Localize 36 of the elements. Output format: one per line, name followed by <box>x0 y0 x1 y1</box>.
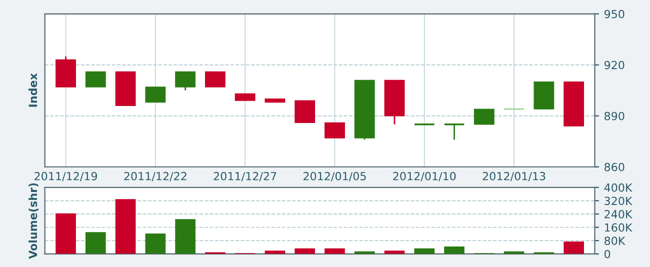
bar <box>414 248 435 254</box>
y-tick-label: 890 <box>604 112 624 120</box>
y-tick-label: 240K <box>604 210 633 218</box>
x-tick-label: 2012/01/05 <box>304 172 366 182</box>
bar <box>324 248 345 254</box>
candlestick <box>145 86 166 103</box>
x-tick-label: 2012/01/13 <box>482 172 546 182</box>
x-tick-label: 2011/12/19 <box>34 172 98 182</box>
bar <box>294 248 316 254</box>
bar <box>444 246 464 254</box>
candlestick <box>85 71 106 88</box>
candlestick <box>175 70 196 92</box>
x-tick-label: 2012/01/10 <box>393 172 456 182</box>
y-tick-label: 160K <box>605 223 633 232</box>
y-tick-label: 320K <box>604 196 633 206</box>
y-tick-label: 920 <box>604 60 624 70</box>
candlestick <box>324 122 345 138</box>
bar <box>115 199 136 254</box>
bar <box>564 241 584 254</box>
bar <box>85 232 106 254</box>
candlestick <box>204 71 226 88</box>
bar <box>145 233 166 254</box>
x-tick-label: 2011/12/27 <box>214 172 276 182</box>
y-axis-title: Volume(shr) <box>28 183 38 259</box>
y-tick-label: 80K <box>604 236 626 245</box>
bar <box>175 219 196 254</box>
candlestick <box>474 108 494 126</box>
y-tick-label: 950 <box>604 10 624 18</box>
y-axis-title: Index <box>28 73 38 107</box>
bar <box>56 213 76 254</box>
candlestick <box>444 124 465 140</box>
y-tick-label: 0 <box>604 250 610 258</box>
candlestick <box>294 100 316 124</box>
y-tick-label: 860 <box>604 162 624 172</box>
y-tick-label: 400K <box>604 183 633 192</box>
x-tick-label: 2011/12/22 <box>124 172 186 182</box>
